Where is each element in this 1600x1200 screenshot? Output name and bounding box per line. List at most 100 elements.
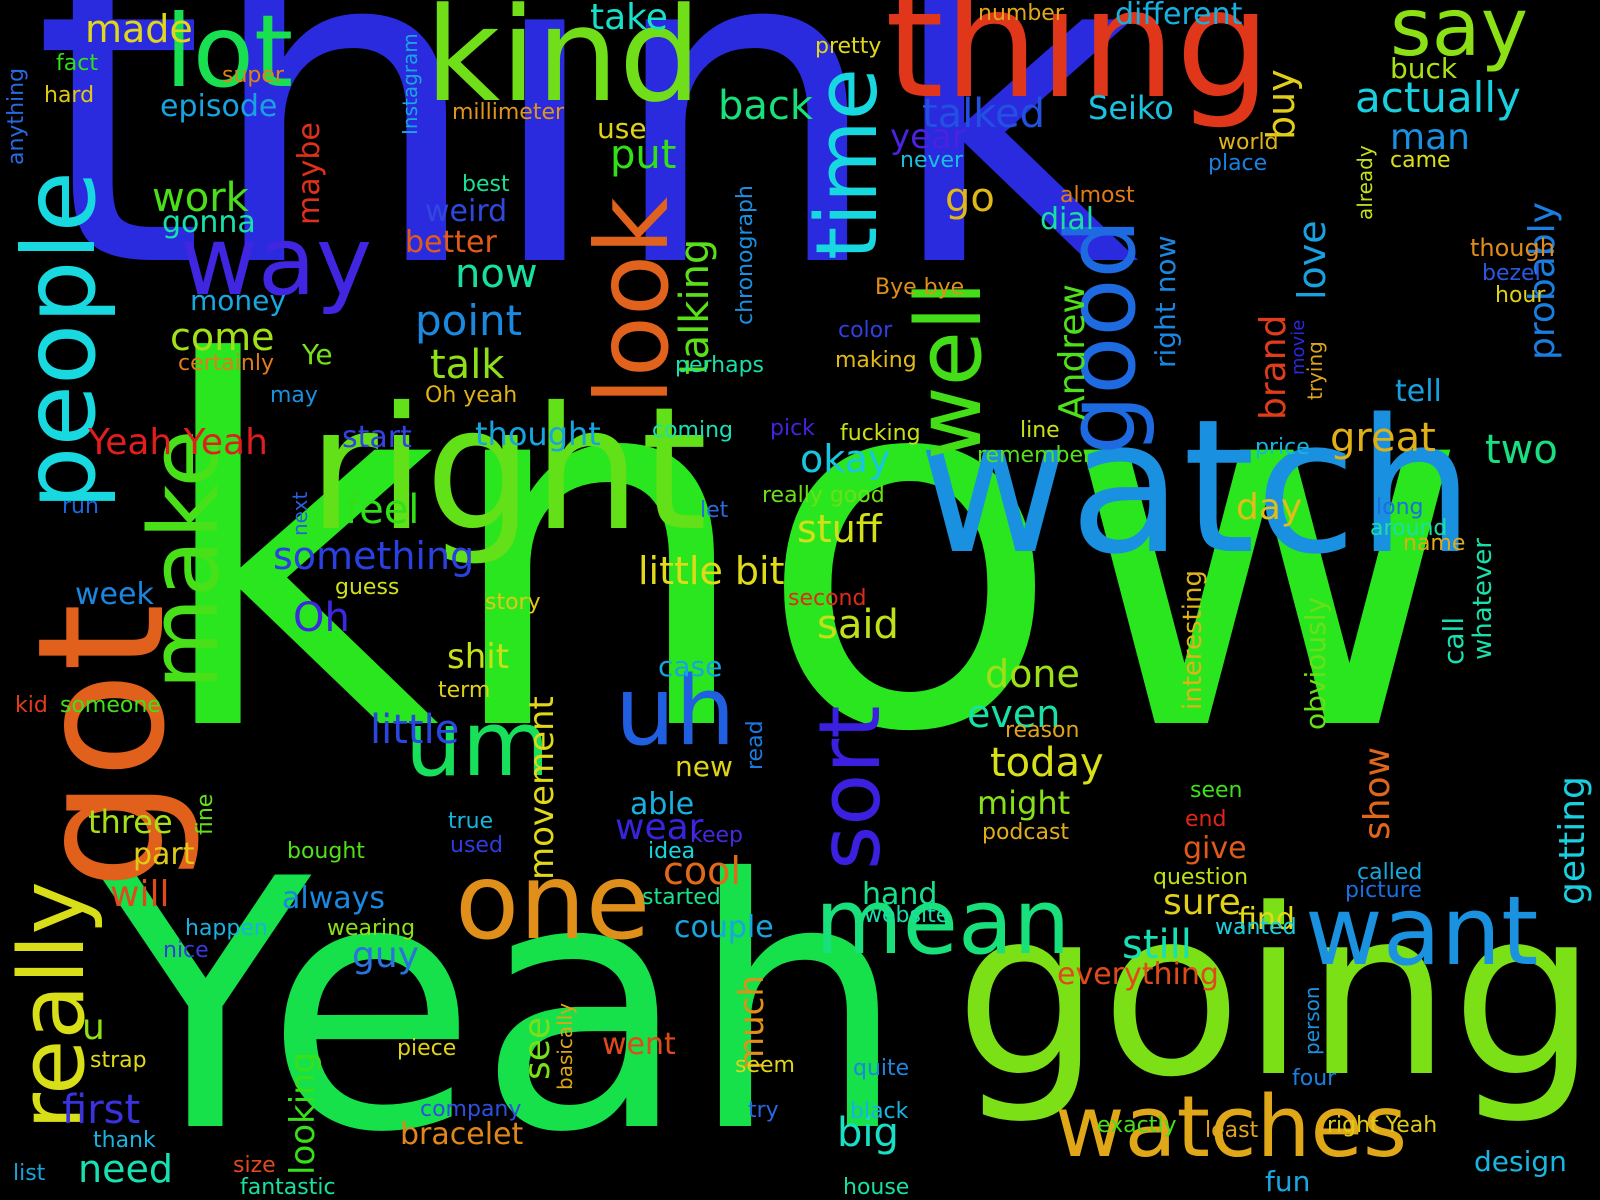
word: question <box>1153 865 1249 890</box>
word: least <box>1205 1118 1259 1143</box>
word: actually <box>1355 73 1521 122</box>
word: reason <box>1005 718 1080 743</box>
word: world <box>1218 130 1279 155</box>
word: still <box>1122 922 1192 968</box>
word: story <box>485 590 541 615</box>
word: picture <box>1345 878 1422 903</box>
word: hand <box>862 877 938 912</box>
word: four <box>1292 1066 1337 1091</box>
word: couple <box>674 910 774 945</box>
word: website <box>864 903 950 928</box>
word: obviously <box>1299 596 1332 730</box>
word: sure <box>1163 882 1241 923</box>
word: watch <box>918 379 1475 595</box>
word: look <box>574 196 691 405</box>
word: cool <box>663 849 741 893</box>
word: different <box>1115 0 1243 32</box>
word: little bit <box>638 549 785 593</box>
word: interesting <box>1178 570 1208 710</box>
word: said <box>817 602 899 648</box>
word: coming <box>652 418 734 443</box>
word: see <box>517 1016 558 1080</box>
word: strap <box>90 1048 147 1073</box>
word: will <box>110 874 170 915</box>
word: might <box>977 784 1071 822</box>
word: able <box>630 787 695 822</box>
word: price <box>1255 435 1310 460</box>
word: perhaps <box>675 353 765 378</box>
word: guess <box>335 575 400 600</box>
word: wearing <box>327 916 416 941</box>
word: design <box>1474 1145 1567 1178</box>
word: Andrew <box>1052 284 1093 420</box>
word: weird <box>425 194 508 229</box>
word: mean <box>815 870 1071 975</box>
word: second <box>788 586 867 611</box>
word: end <box>1185 807 1227 832</box>
word: going <box>955 861 1598 1128</box>
word: fine <box>193 793 218 835</box>
word: Yeah <box>100 807 908 1200</box>
word: year <box>890 117 966 157</box>
word: day <box>1236 487 1303 528</box>
word: find <box>1238 902 1295 937</box>
word: know <box>150 259 1472 841</box>
word: trying <box>1303 341 1327 400</box>
word: list <box>13 1161 46 1186</box>
word: want <box>1305 877 1539 987</box>
word: fact <box>56 51 98 76</box>
word: name <box>1403 531 1466 556</box>
word: went <box>602 1027 676 1062</box>
word: fantastic <box>240 1175 336 1200</box>
word: basically <box>553 1002 577 1090</box>
word: make <box>130 429 240 690</box>
word: Yeah Yeah <box>88 422 268 463</box>
word: anything <box>4 67 29 165</box>
word: pick <box>770 416 815 441</box>
word: really good <box>762 483 885 508</box>
word: Bye bye <box>875 275 965 300</box>
word: hour <box>1495 283 1546 308</box>
word: Ye <box>302 338 333 371</box>
word: episode <box>160 89 278 124</box>
word: bracelet <box>400 1117 524 1152</box>
word: everything <box>1057 957 1219 992</box>
word: something <box>273 534 475 578</box>
word: thought <box>475 415 601 453</box>
word: little <box>370 707 460 753</box>
word: try <box>748 1098 779 1123</box>
word: though <box>1470 234 1555 262</box>
word: now <box>455 251 538 297</box>
word: three <box>88 803 173 841</box>
word: tell <box>1395 374 1442 409</box>
word: work <box>152 175 249 221</box>
word: already <box>1353 145 1377 220</box>
word: seem <box>735 1053 795 1078</box>
word: millimeter <box>452 100 565 125</box>
word: stuff <box>797 507 882 551</box>
word: getting <box>1552 776 1593 905</box>
word: think <box>32 0 1140 364</box>
word: use <box>597 112 647 145</box>
word: keep <box>690 823 743 848</box>
word: great <box>1330 415 1436 461</box>
word: money <box>190 284 286 317</box>
word: Oh yeah <box>425 383 518 408</box>
word: quite <box>853 1056 910 1081</box>
word: called <box>1357 860 1423 885</box>
word: company <box>420 1097 522 1122</box>
word: need <box>78 1147 173 1191</box>
word: time <box>798 67 897 260</box>
word: u <box>82 1007 105 1048</box>
word: let <box>700 498 729 523</box>
word: next <box>288 491 312 536</box>
word: even <box>967 692 1061 736</box>
word: wanted <box>1215 915 1297 940</box>
word: guy <box>352 935 419 976</box>
word: week <box>75 577 154 612</box>
word: started <box>642 885 721 910</box>
word: pretty <box>815 34 882 59</box>
word: go <box>945 175 995 221</box>
word: piece <box>397 1036 457 1061</box>
